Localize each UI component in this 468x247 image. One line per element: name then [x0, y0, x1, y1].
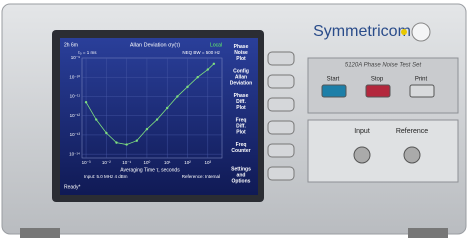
y-tick-label: 10⁻¹¹ — [70, 94, 81, 99]
side-key[interactable] — [268, 144, 294, 157]
panel-button[interactable] — [322, 85, 346, 97]
side-key[interactable] — [268, 167, 294, 180]
panel-button[interactable] — [366, 85, 390, 97]
data-point — [125, 143, 127, 145]
foot — [20, 228, 60, 238]
y-tick-label: 10⁻⁹ — [71, 55, 80, 60]
data-point — [136, 139, 138, 141]
plot-title: Allan Deviation σy(τ) — [130, 42, 180, 48]
button-label: Print — [415, 77, 428, 83]
input-connector — [354, 147, 370, 163]
y-tick-label: 10⁻¹² — [70, 113, 81, 118]
port-label: Reference — [396, 128, 428, 135]
data-point — [166, 107, 168, 109]
mode: Local — [210, 42, 222, 48]
x-tick-label: 10⁻² — [102, 160, 111, 165]
data-point — [156, 118, 158, 120]
data-point — [207, 68, 209, 70]
port-label: Input — [354, 128, 370, 135]
reference-connector — [404, 147, 420, 163]
side-key[interactable] — [268, 98, 294, 111]
data-point — [213, 63, 215, 65]
power-button[interactable] — [412, 23, 430, 41]
port-panel — [308, 120, 458, 182]
side-key[interactable] — [268, 121, 294, 134]
x-tick-label: 10⁻³ — [82, 160, 91, 165]
panel-button[interactable] — [410, 85, 434, 97]
status: Ready* — [64, 184, 80, 190]
x-tick-label: 10⁻¹ — [122, 160, 131, 165]
data-point — [95, 118, 97, 120]
data-point — [85, 101, 87, 103]
button-label: Start — [327, 77, 340, 83]
x-tick-label: 10¹ — [164, 160, 171, 165]
data-point — [186, 86, 188, 88]
data-point — [115, 141, 117, 143]
y-tick-label: 10⁻¹⁰ — [69, 74, 80, 79]
elapsed: 2h 6m — [64, 42, 78, 48]
data-point — [176, 95, 178, 97]
data-point — [146, 128, 148, 130]
tau0: τ₀ = 1 ms — [78, 50, 97, 55]
instrument-photo: Symmetricom 5120A Phase Noise Test Set 2… — [0, 0, 468, 242]
y-tick-label: 10⁻¹⁴ — [69, 151, 80, 156]
reference-info: Reference: Internal — [182, 174, 220, 179]
data-point — [105, 132, 107, 134]
power-led — [401, 29, 407, 35]
data-point — [196, 76, 198, 78]
x-tick-label: 10⁰ — [144, 160, 151, 165]
bandwidth: NEQ BW = 500 Hz — [182, 50, 220, 55]
input-info: Input: 5.0 MHz 4 dBm — [84, 174, 128, 179]
x-tick-label: 10³ — [205, 160, 212, 165]
y-tick-label: 10⁻¹³ — [70, 132, 81, 137]
brand: Symmetricom — [313, 23, 411, 40]
x-tick-label: 10² — [184, 160, 191, 165]
foot — [408, 228, 448, 238]
side-key[interactable] — [268, 52, 294, 65]
model: 5120A Phase Noise Test Set — [345, 63, 422, 69]
x-axis-label: Averaging Time τ, seconds — [120, 167, 180, 173]
side-key[interactable] — [268, 75, 294, 88]
button-label: Stop — [371, 77, 384, 83]
